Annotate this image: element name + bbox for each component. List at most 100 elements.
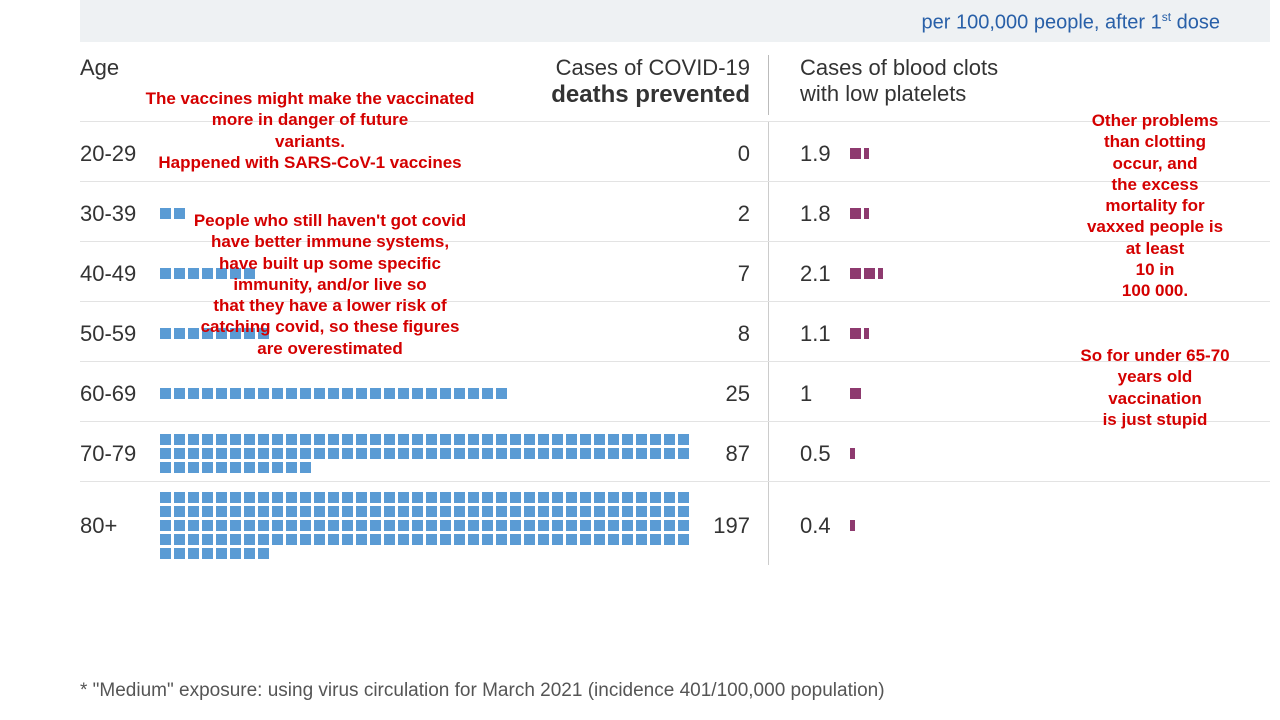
block-icon <box>160 492 171 503</box>
block-icon <box>594 520 605 531</box>
block-icon <box>272 434 283 445</box>
block-icon <box>370 534 381 545</box>
block-icon <box>244 462 255 473</box>
block-icon <box>510 434 521 445</box>
block-icon <box>188 434 199 445</box>
block-icon <box>496 520 507 531</box>
block-icon <box>202 388 213 399</box>
block-icon <box>440 434 451 445</box>
deaths-value: 0 <box>700 141 760 167</box>
block-icon <box>202 492 213 503</box>
block-icon <box>566 434 577 445</box>
block-icon <box>370 448 381 459</box>
clots-value: 1.1 <box>800 321 850 347</box>
block-icon <box>850 388 861 399</box>
block-icon <box>244 388 255 399</box>
block-icon <box>608 534 619 545</box>
block-icon <box>468 534 479 545</box>
block-icon <box>328 434 339 445</box>
block-icon <box>412 492 423 503</box>
block-icon <box>356 534 367 545</box>
block-icon <box>286 492 297 503</box>
block-icon <box>188 506 199 517</box>
block-icon <box>440 492 451 503</box>
block-icon <box>300 462 311 473</box>
clots-blocks <box>850 148 950 159</box>
block-icon <box>538 520 549 531</box>
block-icon <box>426 520 437 531</box>
block-icon <box>650 448 661 459</box>
block-icon <box>440 520 451 531</box>
block-icon <box>440 448 451 459</box>
deaths-header-line1: Cases of COVID-19 <box>160 55 750 81</box>
block-icon <box>608 506 619 517</box>
block-icon <box>426 434 437 445</box>
block-icon <box>188 548 199 559</box>
block-icon <box>496 506 507 517</box>
block-icon <box>216 462 227 473</box>
block-icon <box>258 434 269 445</box>
block-icon <box>272 448 283 459</box>
block-icon <box>286 388 297 399</box>
block-icon <box>608 434 619 445</box>
block-icon <box>678 506 689 517</box>
block-icon <box>160 548 171 559</box>
block-icon <box>300 434 311 445</box>
block-icon <box>314 506 325 517</box>
clots-header: Cases of blood clots with low platelets <box>800 55 1060 115</box>
deaths-blocks <box>160 492 700 559</box>
block-icon <box>286 506 297 517</box>
block-icon <box>580 520 591 531</box>
block-icon <box>300 388 311 399</box>
deaths-value: 2 <box>700 201 760 227</box>
block-icon <box>174 448 185 459</box>
subtitle: per 100,000 people, after 1st dose <box>922 10 1220 35</box>
block-icon <box>398 492 409 503</box>
block-icon <box>524 492 535 503</box>
block-icon <box>678 448 689 459</box>
block-icon <box>188 388 199 399</box>
row-divider <box>768 242 792 301</box>
block-icon <box>664 506 675 517</box>
block-icon <box>580 434 591 445</box>
block-icon <box>468 506 479 517</box>
block-icon <box>286 448 297 459</box>
block-icon <box>258 506 269 517</box>
block-icon <box>230 548 241 559</box>
block-icon <box>300 448 311 459</box>
block-icon <box>258 492 269 503</box>
block-icon <box>272 462 283 473</box>
block-icon <box>370 520 381 531</box>
block-icon <box>174 492 185 503</box>
block-icon <box>230 520 241 531</box>
block-icon <box>174 548 185 559</box>
block-icon <box>230 434 241 445</box>
age-label: 60-69 <box>80 381 160 407</box>
block-icon <box>384 492 395 503</box>
block-icon <box>300 506 311 517</box>
block-icon <box>314 534 325 545</box>
block-icon <box>258 462 269 473</box>
block-icon <box>552 434 563 445</box>
block-half-icon <box>864 208 869 219</box>
block-icon <box>174 520 185 531</box>
block-icon <box>202 534 213 545</box>
block-icon <box>202 448 213 459</box>
block-icon <box>622 520 633 531</box>
block-icon <box>622 534 633 545</box>
clots-value: 1.8 <box>800 201 850 227</box>
block-icon <box>566 520 577 531</box>
block-icon <box>314 388 325 399</box>
block-icon <box>496 448 507 459</box>
block-icon <box>244 520 255 531</box>
block-icon <box>664 492 675 503</box>
block-icon <box>370 506 381 517</box>
block-icon <box>650 534 661 545</box>
block-icon <box>412 434 423 445</box>
block-icon <box>664 534 675 545</box>
block-icon <box>538 492 549 503</box>
block-icon <box>482 434 493 445</box>
block-icon <box>314 520 325 531</box>
block-icon <box>160 434 171 445</box>
block-icon <box>412 520 423 531</box>
